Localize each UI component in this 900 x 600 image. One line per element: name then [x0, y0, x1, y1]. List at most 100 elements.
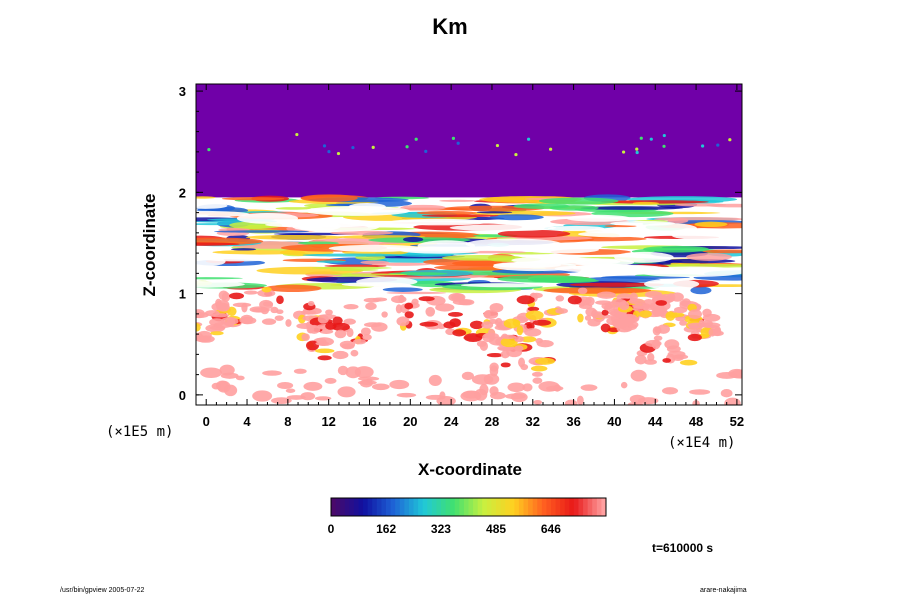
turbulence-streak	[569, 282, 665, 287]
eddy-patch	[325, 322, 337, 330]
surface-patch	[359, 379, 373, 388]
field-speck	[371, 145, 375, 149]
colorbar-segment	[340, 498, 346, 516]
turbulence-streak	[667, 217, 689, 224]
surface-patch	[637, 397, 659, 405]
eddy-patch	[341, 343, 355, 350]
eddy-patch	[469, 320, 484, 330]
colorbar-segment	[564, 498, 570, 516]
eddy-patch	[210, 331, 224, 336]
plot-area	[196, 84, 742, 405]
turbulence-streak	[497, 229, 571, 238]
eddy-patch	[483, 332, 499, 340]
plot-frame	[195, 83, 743, 406]
eddy-patch	[452, 329, 467, 337]
eddy-patch	[479, 341, 489, 351]
colorbar-segment	[445, 498, 451, 516]
colorbar-segment	[482, 498, 488, 516]
eddy-patch	[530, 292, 543, 299]
eddy-patch	[611, 318, 632, 328]
eddy-patch	[404, 302, 414, 310]
colorbar-segment	[546, 498, 552, 516]
surface-patch	[371, 383, 390, 391]
colorbar-segment	[344, 498, 350, 516]
colorbar-segment	[514, 498, 520, 516]
time-annotation: t=610000 s	[652, 541, 714, 555]
colorbar-segment	[518, 498, 524, 516]
surface-patch	[324, 377, 337, 384]
eddy-patch	[526, 323, 533, 329]
eddy-patch	[687, 333, 702, 342]
eddy-patch	[514, 336, 525, 343]
field-speck	[327, 150, 331, 154]
eddy-patch	[525, 310, 544, 320]
field-speck	[456, 141, 460, 145]
eddy-patch	[536, 340, 554, 348]
colorbar-segment	[528, 498, 534, 516]
y-axis-unit: (×1E5 m)	[106, 424, 174, 440]
surface-patch	[252, 390, 273, 402]
field-speck	[322, 144, 327, 148]
colorbar-segment	[468, 498, 474, 516]
surface-patch	[396, 392, 417, 398]
colorbar-segment	[427, 498, 433, 516]
surface-patch	[507, 382, 526, 393]
turbulence-gap	[637, 222, 698, 235]
eddy-patch	[484, 310, 491, 319]
field-speck	[728, 138, 732, 142]
chart-title: Km	[432, 14, 468, 39]
field-speck	[527, 137, 531, 141]
eddy-patch	[447, 311, 463, 317]
colorbar-segment	[537, 498, 543, 516]
eddy-patch	[593, 314, 613, 319]
turbulence-gap	[296, 221, 341, 232]
y-tick-label: 2	[179, 185, 186, 200]
eddy-patch	[555, 308, 568, 314]
x-tick-label: 44	[648, 414, 663, 429]
field-speck	[635, 147, 639, 151]
eddy-patch	[577, 287, 588, 295]
eddy-patch	[226, 306, 237, 316]
eddy-patch	[209, 325, 226, 330]
surface-patch	[689, 389, 711, 395]
eddy-patch	[332, 350, 349, 360]
eddy-patch	[360, 327, 371, 336]
surface-patch	[720, 388, 733, 398]
turbulence-streak	[196, 196, 216, 199]
surface-patch	[220, 372, 239, 379]
eddy-patch	[603, 304, 615, 311]
turbulence-streak	[416, 211, 478, 215]
turbulence-streak	[400, 204, 446, 211]
surface-patch	[262, 370, 282, 376]
eddy-patch	[629, 297, 638, 303]
surface-patch	[460, 390, 482, 402]
eddy-patch	[276, 309, 284, 315]
surface-patch	[620, 381, 628, 389]
turbulence-streak	[264, 284, 322, 293]
turbulence-streak	[489, 214, 544, 221]
eddy-patch	[530, 365, 548, 372]
eddy-patch	[306, 324, 315, 334]
colorbar-segment	[551, 498, 557, 516]
turbulence-gap	[566, 214, 631, 222]
colorbar-segment	[587, 498, 593, 516]
turbulence-streak	[213, 230, 310, 233]
turbulence-streak	[439, 199, 476, 202]
x-tick-label: 40	[607, 414, 621, 429]
eddy-patch	[655, 300, 668, 306]
field-speck	[424, 149, 428, 153]
eddy-patch	[363, 297, 381, 303]
turbulence-streak	[311, 266, 392, 270]
eddy-patch	[664, 339, 680, 350]
eddy-patch	[331, 322, 350, 332]
colorbar-segment	[601, 498, 607, 516]
turbulence-gap	[465, 238, 562, 250]
footer-author: arare-nakajima	[700, 587, 747, 594]
turbulence-streak	[600, 200, 709, 204]
turbulence-streak	[421, 214, 499, 218]
turbulence-streak	[476, 211, 513, 214]
eddy-patch	[261, 286, 272, 293]
colorbar-segment	[408, 498, 414, 516]
